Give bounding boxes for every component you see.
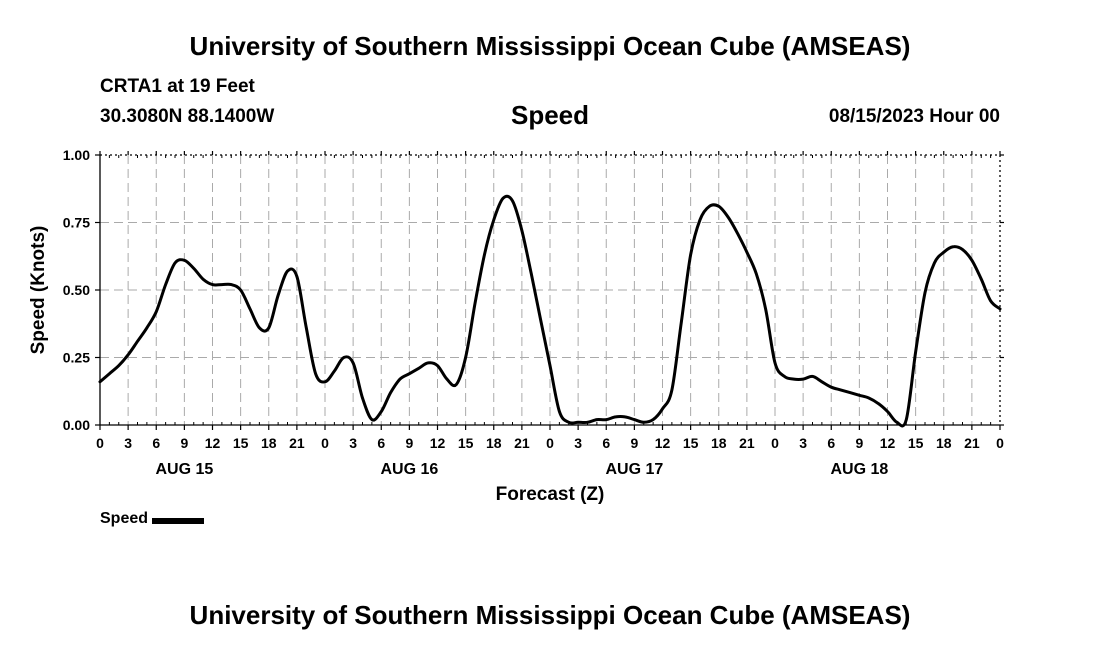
x-tick-label: 21 (514, 435, 530, 451)
y-tick-label: 0.75 (63, 215, 90, 231)
x-tick-label: 6 (602, 435, 610, 451)
x-tick-label: 3 (574, 435, 582, 451)
x-date-label: AUG 17 (605, 461, 663, 478)
x-tick-label: 18 (936, 435, 952, 451)
x-tick-label: 6 (827, 435, 835, 451)
x-tick-label: 15 (458, 435, 474, 451)
legend-label: Speed (100, 510, 149, 527)
x-axis-title: Forecast (Z) (496, 484, 605, 505)
x-tick-label: 21 (964, 435, 980, 451)
x-tick-label: 0 (771, 435, 779, 451)
x-tick-label: 12 (880, 435, 896, 451)
x-tick-label: 3 (124, 435, 132, 451)
x-tick-label: 3 (799, 435, 807, 451)
x-date-label: AUG 16 (380, 461, 438, 478)
x-tick-label: 15 (683, 435, 699, 451)
y-tick-label: 0.25 (63, 350, 90, 366)
x-tick-label: 9 (855, 435, 863, 451)
x-tick-label: 0 (996, 435, 1004, 451)
y-axis-title: Speed (Knots) (28, 226, 49, 355)
series-line-speed (98, 194, 1002, 428)
forecast-run-time: 08/15/2023 Hour 00 (828, 106, 1000, 127)
grid-lines (100, 155, 1000, 425)
x-date-label: AUG 15 (155, 461, 213, 478)
legend-swatch-speed (152, 517, 205, 524)
x-tick-label: 12 (430, 435, 446, 451)
x-tick-label: 0 (96, 435, 104, 451)
x-tick-label: 9 (180, 435, 188, 451)
chart-heading: Speed (510, 100, 590, 130)
chart-title-bottom: University of Southern Mississippi Ocean… (189, 600, 911, 630)
station-name: CRTA1 at 19 Feet (100, 76, 255, 97)
x-tick-label: 15 (233, 435, 249, 451)
station-coords: 30.3080N 88.1400W (100, 106, 275, 127)
x-tick-label: 12 (205, 435, 221, 451)
x-tick-label: 9 (405, 435, 413, 451)
x-tick-label: 12 (655, 435, 671, 451)
x-tick-label: 3 (349, 435, 357, 451)
chart-title-top: University of Southern Mississippi Ocean… (189, 31, 911, 61)
x-tick-label: 6 (152, 435, 160, 451)
x-tick-label: 21 (739, 435, 755, 451)
axis-labels: 0 3 6 9 12 15 18 21 0 3 6 9 12 15 18 21 0 3 6 9 12 15 18 21 0 3 6 9… (63, 147, 1004, 478)
x-tick-label: 0 (546, 435, 554, 451)
x-tick-label: 6 (377, 435, 385, 451)
axis-ticks (95, 151, 1004, 430)
series-layer (98, 194, 1002, 428)
legend: Speed (100, 510, 205, 528)
y-tick-label: 1.00 (63, 147, 90, 163)
y-tick-label: 0.00 (63, 417, 90, 433)
x-tick-label: 21 (289, 435, 305, 451)
x-tick-label: 18 (261, 435, 277, 451)
x-tick-label: 9 (630, 435, 638, 451)
y-tick-label: 0.50 (63, 282, 90, 298)
x-tick-label: 15 (908, 435, 924, 451)
x-tick-label: 18 (486, 435, 502, 451)
x-tick-label: 0 (321, 435, 329, 451)
x-tick-label: 18 (711, 435, 727, 451)
x-date-label: AUG 18 (830, 461, 888, 478)
